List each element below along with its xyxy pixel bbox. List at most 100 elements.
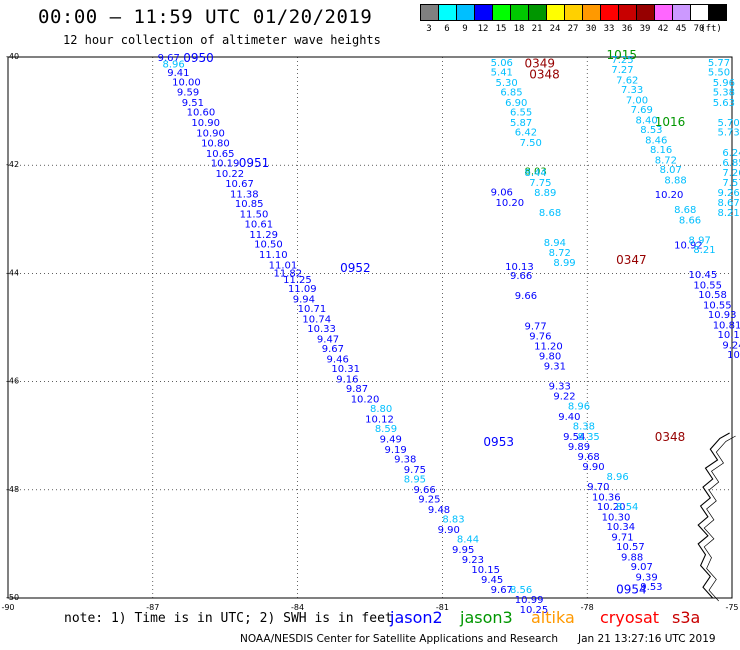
swh-value-jason2: 10.93 <box>708 310 737 321</box>
swh-value-jason2: 10.80 <box>201 139 230 150</box>
pass-label-jason2: 0953 <box>483 435 514 449</box>
swh-value-cyan-track: 8.83 <box>442 515 464 526</box>
swh-value-jason2: 9.77 <box>524 321 546 332</box>
y-tick-label: -40 <box>6 52 19 61</box>
y-tick-label: -44 <box>6 268 19 277</box>
swh-value-jason3: 8.03 <box>524 167 546 178</box>
color-scale-label: 33 <box>603 24 615 34</box>
satellite-jason2: jason2 <box>390 608 443 627</box>
swh-value-jason2: 10.15 <box>471 565 500 576</box>
credit-line: NOAA/NESDIS Center for Satellite Applica… <box>240 633 558 645</box>
satellite-s3a: s3a <box>672 608 701 627</box>
satellite-altika: altika <box>531 608 575 627</box>
swh-value-jason2: 9.67 <box>322 344 344 355</box>
swh-value-jason2: 10.20 <box>597 502 626 513</box>
pass-label-jason3: 1015 <box>607 48 638 62</box>
pass-label-jason3: 1016 <box>655 115 686 129</box>
color-scale-label: 9 <box>462 24 468 34</box>
swh-value-jason2: 10.25 <box>520 605 549 616</box>
swh-value-cyan-track: 8.72 <box>655 155 677 166</box>
color-scale-label: 70 <box>693 24 705 34</box>
swh-value-cyan-track: 5.06 <box>491 58 513 69</box>
pass-label-jason2: 0950 <box>183 51 214 65</box>
swh-value-cyan-track: 5.96 <box>713 78 735 89</box>
swh-value-jason2: 9.95 <box>452 545 474 556</box>
swh-value-jason2: 9.46 <box>327 354 349 365</box>
swh-value-jason2: 10.65 <box>206 149 235 160</box>
swh-value-jason2: 10.00 <box>172 77 201 88</box>
footer-note: note: 1) Time is in UTC; 2) SWH is in fe… <box>64 611 393 626</box>
swh-value-cyan-track: 8.44 <box>524 168 546 179</box>
swh-value-cyan-track: 8.99 <box>553 258 575 269</box>
swh-value-cyan-track: 8.67 <box>718 198 740 209</box>
swh-value-jason2: 9.70 <box>587 482 609 493</box>
swh-value-jason2: 9.33 <box>549 381 571 392</box>
color-scale-label: 45 <box>675 24 687 34</box>
swh-value-jason2: 11.09 <box>288 284 317 295</box>
swh-value-jason2: 10.55 <box>693 280 722 291</box>
swh-value-cyan-track: 8.97 <box>689 235 711 246</box>
pass-label-jason2: 0954 <box>616 582 647 596</box>
swh-value-cyan-track: 7.75 <box>529 178 551 189</box>
swh-value-cyan-track: 8.40 <box>635 115 657 126</box>
swh-value-cyan-track: 5.87 <box>510 118 532 129</box>
swh-value-cyan-track: 8.88 <box>664 175 686 186</box>
swh-value-jason2: 10.90 <box>191 118 220 129</box>
swh-value-jason2: 10.71 <box>298 304 327 315</box>
swh-value-cyan-track: 8.96 <box>162 60 184 71</box>
swh-value-cyan-track: 8.95 <box>404 475 426 486</box>
swh-value-cyan-track: 8.68 <box>539 208 561 219</box>
swh-value-jason2: 9.25 <box>418 495 440 506</box>
swh-value-jason2: 10.55 <box>727 350 740 361</box>
swh-value-cyan-track: 7.62 <box>616 75 638 86</box>
swh-value-jason2: 10.20 <box>495 198 524 209</box>
swh-value-jason2: 10.50 <box>254 240 283 251</box>
swh-value-cyan-track: 5.38 <box>713 88 735 99</box>
swh-value-jason2: 10.34 <box>607 522 636 533</box>
satellite-jason3: jason3 <box>460 608 513 627</box>
color-scale-label: 24 <box>549 24 561 34</box>
swh-value-jason2: 9.53 <box>640 582 662 593</box>
swh-value-jason2: 10.20 <box>351 394 380 405</box>
x-tick-label: -90 <box>1 603 14 612</box>
swh-value-jason2: 10.58 <box>698 290 727 301</box>
swh-value-cyan-track: 8.54 <box>616 502 638 513</box>
swh-value-jason2: 10.33 <box>307 324 336 335</box>
swh-value-jason2: 9.47 <box>317 334 339 345</box>
swh-value-jason2: 9.67 <box>491 585 513 596</box>
swh-value-cyan-track: 8.72 <box>549 248 571 259</box>
color-scale-label: 12 <box>477 24 489 34</box>
swh-value-cyan-track: 7.57 <box>722 178 740 189</box>
swh-value-jason2: 9.68 <box>578 452 600 463</box>
swh-value-jason2: 11.82 <box>273 268 302 279</box>
swh-value-jason2: 9.90 <box>582 462 604 473</box>
swh-value-jason2: 9.67 <box>158 53 180 64</box>
satellite-cryosat: cryosat <box>600 608 660 627</box>
swh-value-jason2: 9.19 <box>384 445 406 456</box>
swh-value-cyan-track: 7.33 <box>621 85 643 96</box>
swh-value-jason2: 9.41 <box>167 68 189 79</box>
swh-value-jason2: 9.45 <box>481 575 503 586</box>
swh-value-cyan-track: 8.46 <box>645 135 667 146</box>
swh-value-cyan-track: 5.63 <box>713 98 735 109</box>
swh-value-jason2: 9.66 <box>413 485 435 496</box>
swh-value-jason2: 9.71 <box>611 532 633 543</box>
swh-value-jason2: 10.74 <box>302 314 331 325</box>
color-scale-label: 21 <box>531 24 543 34</box>
swh-value-cyan-track: 5.73 <box>718 128 740 139</box>
swh-value-jason2: 10.55 <box>703 300 732 311</box>
swh-value-jason2: 9.48 <box>428 505 450 516</box>
swh-value-cyan-track: 8.44 <box>457 535 479 546</box>
swh-value-jason2: 10.31 <box>331 364 360 375</box>
swh-value-jason2: 9.89 <box>568 442 590 453</box>
x-tick-label: -87 <box>146 603 159 612</box>
color-scale-label: 36 <box>621 24 633 34</box>
swh-value-jason2: 9.66 <box>510 271 532 282</box>
swh-value-cyan-track: 7.50 <box>520 138 542 149</box>
swh-value-jason2: 10.36 <box>592 492 621 503</box>
color-scale-label: 42 <box>657 24 669 34</box>
color-scale-legend: 3 6 9 12 15 18 21 24 27 30 33 36 39 42 45 70 (ft) <box>420 4 732 36</box>
y-tick-label: -42 <box>6 160 19 169</box>
swh-value-jason2: 10.11 <box>718 330 740 341</box>
swh-value-cyan-track: 6.55 <box>510 108 532 119</box>
